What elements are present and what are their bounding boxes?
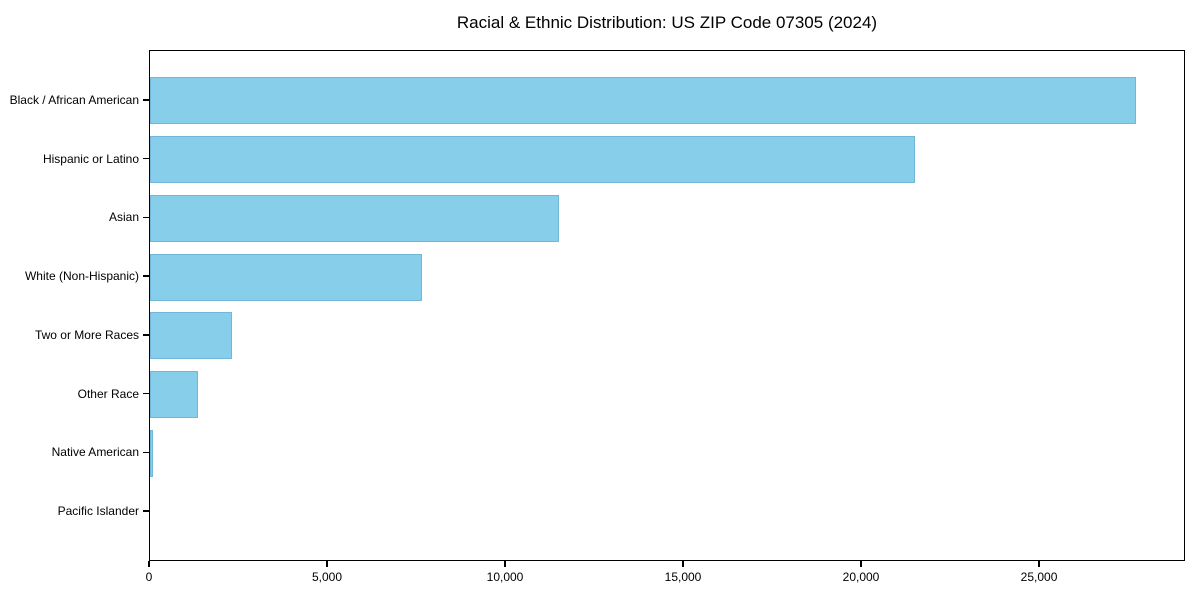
y-axis-label: Two or More Races [34, 327, 139, 342]
y-tick [143, 451, 149, 454]
y-axis-label: Native American [51, 445, 139, 460]
plot-area [149, 50, 1185, 561]
y-tick [143, 334, 149, 336]
y-axis-label: Pacific Islander [57, 504, 139, 519]
bar-4 [150, 312, 232, 360]
x-tick [504, 561, 506, 567]
y-axis-label: White (Non-Hispanic) [24, 269, 139, 284]
bar-2 [150, 194, 560, 242]
x-tick [1038, 561, 1040, 567]
x-axis-label: 0 [145, 570, 153, 584]
y-tick [143, 510, 149, 512]
y-tick [143, 157, 149, 160]
x-tick [148, 561, 150, 567]
y-tick [143, 392, 149, 395]
x-axis-label: 20,000 [842, 570, 880, 584]
y-tick [143, 99, 149, 101]
chart-title: Racial & Ethnic Distribution: US ZIP Cod… [456, 13, 878, 32]
x-tick [860, 561, 862, 567]
x-tick [682, 561, 684, 567]
bar-1 [150, 136, 916, 184]
y-axis-label: Hispanic or Latino [42, 151, 139, 166]
y-tick [143, 275, 149, 277]
bar-6 [150, 429, 153, 477]
y-tick [143, 216, 149, 219]
x-axis-label: 5,000 [311, 570, 343, 584]
bar-3 [150, 253, 423, 301]
y-axis-label: Black / African American [9, 92, 139, 107]
y-axis-label: Other Race [77, 386, 139, 401]
y-axis-label: Asian [108, 210, 139, 225]
x-tick [326, 561, 328, 567]
x-axis-label: 10,000 [486, 570, 524, 584]
x-axis-label: 25,000 [1020, 570, 1058, 584]
x-axis-label: 15,000 [664, 570, 702, 584]
bar-0 [150, 77, 1137, 125]
bar-5 [150, 371, 199, 419]
